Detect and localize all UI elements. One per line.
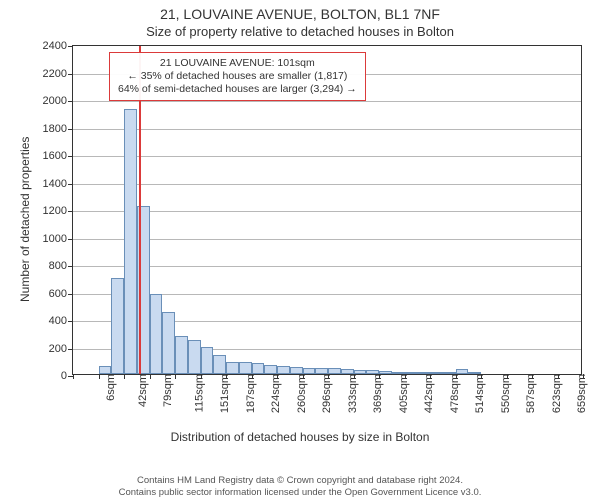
legend-line-2: ← 35% of detached houses are smaller (1,…	[118, 70, 357, 83]
bar	[264, 365, 277, 374]
bar	[277, 366, 290, 374]
footer-line-2: Contains public sector information licen…	[0, 487, 600, 498]
xtick-label: 151sqm	[217, 374, 231, 413]
xtick-mark	[328, 374, 329, 379]
xtick-label: 478sqm	[447, 374, 461, 413]
ytick-label: 2000	[43, 95, 73, 107]
xtick-label: 224sqm	[268, 374, 282, 413]
xtick-label: 296sqm	[319, 374, 333, 413]
xtick-label: 187sqm	[243, 374, 257, 413]
xtick-mark	[532, 374, 533, 379]
xtick-mark	[277, 374, 278, 379]
ytick-label: 800	[49, 260, 73, 272]
x-axis-title: Distribution of detached houses by size …	[0, 430, 600, 444]
xtick-label: 550sqm	[498, 374, 512, 413]
ytick-label: 200	[49, 343, 73, 355]
xtick-mark	[150, 374, 151, 379]
bar	[226, 362, 239, 374]
xtick-mark	[507, 374, 508, 379]
xtick-label: 442sqm	[421, 374, 435, 413]
bar	[201, 347, 214, 375]
xtick-mark	[201, 374, 202, 379]
xtick-label: 6sqm	[103, 374, 117, 401]
xtick-label: 115sqm	[191, 374, 205, 412]
footer: Contains HM Land Registry data © Crown c…	[0, 475, 600, 498]
xtick-label: 659sqm	[574, 374, 588, 413]
plot-area: 0200400600800100012001400160018002000220…	[72, 45, 582, 375]
xtick-mark	[354, 374, 355, 379]
footer-line-1: Contains HM Land Registry data © Crown c…	[0, 475, 600, 486]
chart-title-sub: Size of property relative to detached ho…	[0, 24, 600, 39]
xtick-mark	[430, 374, 431, 379]
ytick-label: 600	[49, 288, 73, 300]
xtick-label: 623sqm	[549, 374, 563, 413]
xtick-label: 514sqm	[472, 374, 486, 413]
xtick-mark	[583, 374, 584, 379]
xtick-mark	[558, 374, 559, 379]
xtick-mark	[175, 374, 176, 379]
xtick-mark	[303, 374, 304, 379]
xtick-mark	[456, 374, 457, 379]
xtick-mark	[99, 374, 100, 379]
xtick-mark	[226, 374, 227, 379]
ytick-label: 1600	[43, 150, 73, 162]
xtick-label: 369sqm	[370, 374, 384, 413]
ytick-label: 1400	[43, 178, 73, 190]
xtick-mark	[405, 374, 406, 379]
xtick-label: 333sqm	[345, 374, 359, 413]
xtick-label: 587sqm	[523, 374, 537, 413]
ytick-label: 0	[61, 370, 73, 382]
bar	[99, 366, 112, 374]
xtick-label: 405sqm	[396, 374, 410, 413]
bar	[175, 336, 188, 375]
bar	[162, 312, 175, 374]
xtick-mark	[124, 374, 125, 379]
xtick-label: 42sqm	[135, 374, 149, 407]
chart-title-main: 21, LOUVAINE AVENUE, BOLTON, BL1 7NF	[0, 6, 600, 22]
bar	[252, 363, 265, 374]
xtick-mark	[252, 374, 253, 379]
ytick-label: 1000	[43, 233, 73, 245]
legend-line-1: 21 LOUVAINE AVENUE: 101sqm	[118, 57, 357, 70]
xtick-mark	[73, 374, 74, 379]
y-axis-title: Number of detached properties	[18, 137, 32, 302]
xtick-mark	[379, 374, 380, 379]
gridline	[73, 156, 581, 157]
legend-line-3: 64% of semi-detached houses are larger (…	[118, 83, 357, 96]
bar	[124, 109, 137, 374]
bar	[213, 355, 226, 374]
chart-container: 21, LOUVAINE AVENUE, BOLTON, BL1 7NF Siz…	[0, 0, 600, 500]
xtick-mark	[481, 374, 482, 379]
bar	[239, 362, 252, 374]
gridline	[73, 129, 581, 130]
bar	[188, 340, 201, 374]
ytick-label: 2200	[43, 68, 73, 80]
bar	[290, 367, 303, 374]
ytick-label: 400	[49, 315, 73, 327]
bar	[150, 294, 163, 374]
bar	[111, 278, 124, 374]
ytick-label: 2400	[43, 40, 73, 52]
xtick-label: 260sqm	[294, 374, 308, 413]
legend-box: 21 LOUVAINE AVENUE: 101sqm ← 35% of deta…	[109, 52, 366, 101]
ytick-label: 1800	[43, 123, 73, 135]
ytick-label: 1200	[43, 205, 73, 217]
xtick-label: 79sqm	[160, 374, 174, 407]
gridline	[73, 184, 581, 185]
